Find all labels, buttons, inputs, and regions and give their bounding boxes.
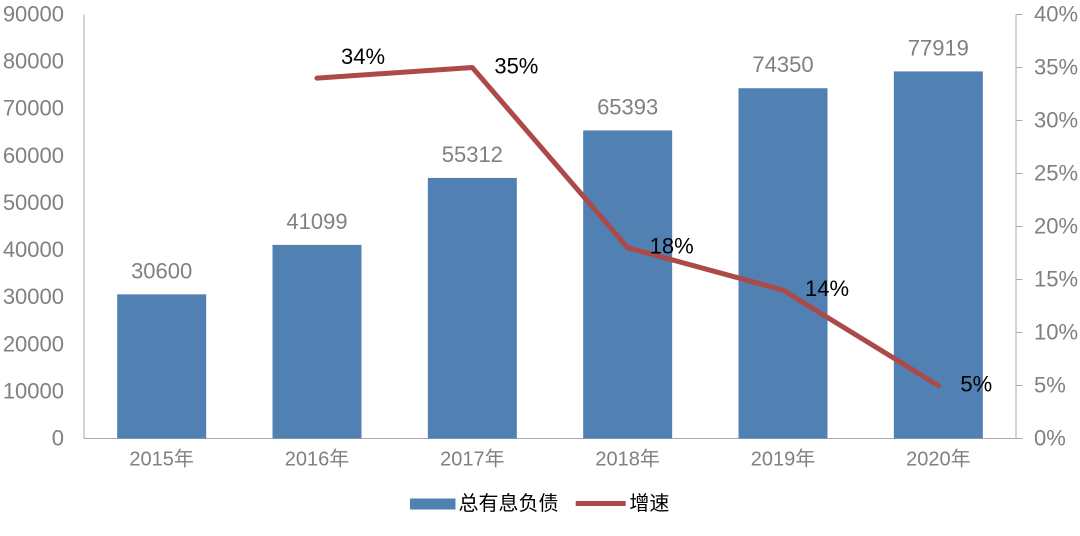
svg-text:2016年: 2016年 — [285, 448, 350, 471]
svg-text:20000: 20000 — [3, 331, 64, 356]
svg-text:2017年: 2017年 — [440, 448, 505, 471]
svg-text:10%: 10% — [1034, 320, 1078, 345]
svg-text:25%: 25% — [1034, 161, 1078, 186]
svg-text:80000: 80000 — [3, 49, 64, 74]
svg-text:70000: 70000 — [3, 96, 64, 121]
svg-text:60000: 60000 — [3, 143, 64, 168]
svg-text:14%: 14% — [805, 276, 849, 301]
svg-text:65393: 65393 — [597, 94, 658, 119]
svg-text:20%: 20% — [1034, 214, 1078, 239]
svg-text:30000: 30000 — [3, 284, 64, 309]
svg-text:34%: 34% — [341, 44, 385, 69]
svg-text:2020年: 2020年 — [906, 448, 971, 471]
svg-text:2019年: 2019年 — [751, 448, 816, 471]
svg-text:40000: 40000 — [3, 237, 64, 262]
svg-text:90000: 90000 — [3, 2, 64, 27]
svg-text:40%: 40% — [1034, 2, 1078, 27]
svg-text:总有息负债: 总有息负债 — [459, 492, 559, 515]
svg-text:35%: 35% — [494, 54, 538, 79]
svg-text:10000: 10000 — [3, 378, 64, 403]
svg-text:30%: 30% — [1034, 108, 1078, 133]
svg-text:2015年: 2015年 — [129, 448, 194, 471]
svg-text:0%: 0% — [1034, 426, 1066, 451]
svg-text:2018年: 2018年 — [595, 448, 660, 471]
svg-text:50000: 50000 — [3, 190, 64, 215]
svg-text:5%: 5% — [1034, 373, 1066, 398]
svg-text:5%: 5% — [960, 372, 992, 397]
svg-text:41099: 41099 — [286, 209, 347, 234]
svg-text:30600: 30600 — [131, 258, 192, 283]
svg-text:0: 0 — [52, 426, 64, 451]
svg-text:18%: 18% — [650, 234, 694, 259]
svg-text:77919: 77919 — [908, 35, 969, 60]
svg-text:增速: 增速 — [629, 492, 669, 515]
svg-text:15%: 15% — [1034, 267, 1078, 292]
svg-text:35%: 35% — [1034, 55, 1078, 80]
svg-text:55312: 55312 — [442, 142, 503, 167]
svg-text:74350: 74350 — [752, 52, 813, 77]
